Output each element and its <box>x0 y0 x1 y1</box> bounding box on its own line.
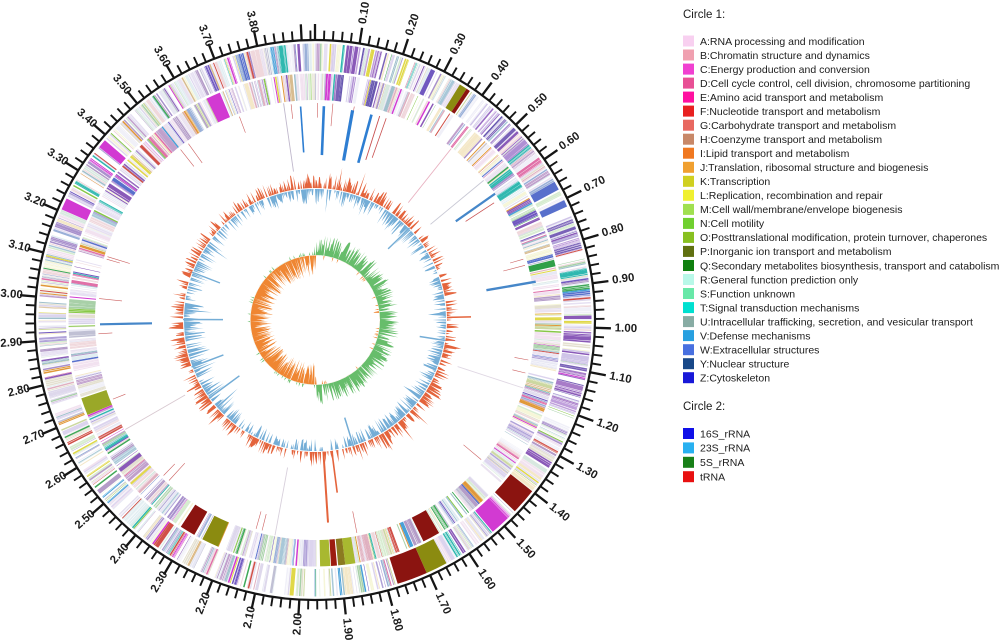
svg-text:1.60: 1.60 <box>475 567 497 592</box>
svg-text:0.90: 0.90 <box>611 272 635 287</box>
svg-text:5S_rRNA: 5S_rRNA <box>700 457 744 469</box>
svg-text:2.00: 2.00 <box>291 612 304 635</box>
svg-text:T:Signal transduction mechanis: T:Signal transduction mechanisms <box>700 302 859 314</box>
svg-text:G:Carbohydrate transport and m: G:Carbohydrate transport and metabolism <box>700 120 896 132</box>
svg-text:B:Chromatin structure and dyna: B:Chromatin structure and dynamics <box>700 50 870 62</box>
svg-text:2.90: 2.90 <box>0 336 23 350</box>
svg-text:3.60: 3.60 <box>151 44 173 69</box>
svg-text:U:Intracellular trafficking, s: U:Intracellular trafficking, secretion, … <box>700 316 973 328</box>
svg-text:E:Amino acid transport and met: E:Amino acid transport and metabolism <box>700 92 884 104</box>
svg-text:O:Posttranslational modificati: O:Posttranslational modification, protei… <box>700 232 987 244</box>
svg-text:2.70: 2.70 <box>21 428 46 448</box>
svg-text:2.10: 2.10 <box>242 605 259 629</box>
svg-text:0.50: 0.50 <box>526 91 550 115</box>
svg-text:2.20: 2.20 <box>194 591 213 616</box>
svg-text:1.00: 1.00 <box>615 322 638 335</box>
svg-text:N:Cell motility: N:Cell motility <box>700 218 765 230</box>
svg-text:M:Cell wall/membrane/envelope: M:Cell wall/membrane/envelope biogenesis <box>700 204 903 216</box>
svg-text:1.10: 1.10 <box>608 370 632 386</box>
svg-text:0.70: 0.70 <box>582 174 607 195</box>
svg-text:2.80: 2.80 <box>7 383 32 400</box>
svg-text:16S_rRNA: 16S_rRNA <box>700 428 750 440</box>
svg-text:D:Cell cycle control, cell div: D:Cell cycle control, cell division, chr… <box>700 78 970 90</box>
svg-text:1.20: 1.20 <box>595 417 620 436</box>
svg-text:1.70: 1.70 <box>433 591 453 616</box>
svg-text:V:Defense mechanisms: V:Defense mechanisms <box>700 330 811 342</box>
svg-text:1.50: 1.50 <box>513 537 537 562</box>
svg-text:0.30: 0.30 <box>448 31 469 56</box>
svg-text:C:Energy production and conver: C:Energy production and conversion <box>700 64 870 76</box>
svg-text:R:General function prediction: R:General function prediction only <box>700 274 859 286</box>
svg-text:1.80: 1.80 <box>387 608 404 633</box>
svg-text:P:Inorganic ion transport and: P:Inorganic ion transport and metabolism <box>700 246 892 258</box>
svg-text:2.30: 2.30 <box>149 569 171 594</box>
svg-text:3.80: 3.80 <box>244 10 260 34</box>
svg-text:Circle 2:: Circle 2: <box>683 401 725 413</box>
svg-text:0.20: 0.20 <box>404 12 422 37</box>
svg-text:3.00: 3.00 <box>0 288 23 302</box>
svg-text:H:Coenzyme transport and metab: H:Coenzyme transport and metabolism <box>700 134 882 146</box>
svg-text:1.30: 1.30 <box>574 461 599 482</box>
svg-text:tRNA: tRNA <box>700 472 725 484</box>
svg-text:J:Translation, ribosomal struc: J:Translation, ribosomal structure and b… <box>700 162 928 174</box>
svg-text:K:Transcription: K:Transcription <box>700 176 770 188</box>
svg-text:0.80: 0.80 <box>600 222 625 240</box>
svg-text:3.10: 3.10 <box>7 238 32 255</box>
svg-text:23S_rRNA: 23S_rRNA <box>700 443 750 455</box>
svg-text:Z:Cytoskeleton: Z:Cytoskeleton <box>700 373 770 385</box>
svg-text:I:Lipid transport and metaboli: I:Lipid transport and metabolism <box>700 148 850 160</box>
svg-text:Y:Nuclear structure: Y:Nuclear structure <box>700 359 789 371</box>
svg-text:W:Extracellular structures: W:Extracellular structures <box>700 345 819 357</box>
svg-text:1.40: 1.40 <box>547 501 572 524</box>
svg-text:A:RNA processing and modificat: A:RNA processing and modification <box>700 36 865 48</box>
svg-text:L:Replication, recombination a: L:Replication, recombination and repair <box>700 190 883 202</box>
svg-text:F:Nucleotide transport and met: F:Nucleotide transport and metabolism <box>700 106 881 118</box>
svg-text:0.40: 0.40 <box>489 58 512 83</box>
svg-text:Q:Secondary metabolites biosyn: Q:Secondary metabolites biosynthesis, tr… <box>700 260 1000 272</box>
svg-text:3.70: 3.70 <box>196 23 215 48</box>
svg-text:Circle 1:: Circle 1: <box>683 9 725 21</box>
svg-text:0.60: 0.60 <box>557 130 582 153</box>
svg-text:3.20: 3.20 <box>22 191 47 211</box>
svg-text:3.30: 3.30 <box>45 146 70 168</box>
svg-text:1.90: 1.90 <box>340 618 354 641</box>
svg-text:2.60: 2.60 <box>44 470 69 492</box>
svg-text:S:Function unknown: S:Function unknown <box>700 288 795 300</box>
svg-text:0.10: 0.10 <box>357 1 372 25</box>
